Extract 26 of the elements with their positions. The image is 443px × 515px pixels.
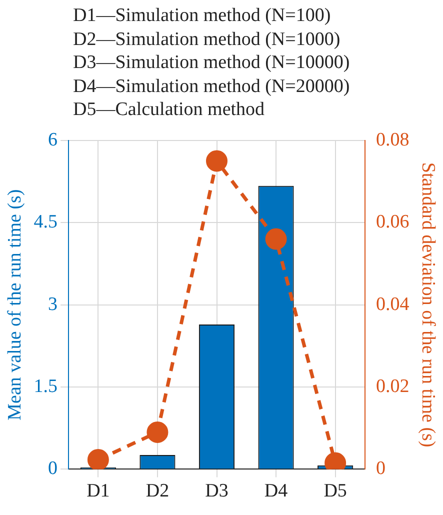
y2-tick-label: 0.04: [376, 294, 410, 315]
text: D2—Simulation method (N=1000): [73, 28, 342, 51]
y-tick-label: 0: [48, 458, 58, 480]
x-tick-label: D1: [86, 480, 110, 502]
x-tick-label: D4: [264, 480, 288, 502]
y-axis-title: Mean value of the run time (s): [4, 189, 26, 420]
y2-tick-label: 0.02: [376, 376, 410, 397]
y2-tick-label: 0.06: [376, 212, 410, 233]
point: [206, 150, 228, 172]
y-tick-label: 4.5: [34, 212, 58, 233]
point: [87, 448, 109, 470]
y-tick-label: 1.5: [34, 376, 58, 397]
text: D3—Simulation method (N=10000): [73, 51, 350, 74]
x-tick-label: D5: [324, 480, 347, 502]
point: [265, 228, 287, 250]
text: D1—Simulation method (N=100): [73, 4, 332, 28]
point: [146, 421, 168, 443]
y-tick-label: 3: [48, 294, 58, 315]
y2-axis-title: Standard deviation of the run time (s): [418, 162, 439, 448]
text: D4—Simulation method (N=20000): [73, 74, 350, 98]
y-tick-label: 6: [48, 129, 58, 150]
y2-tick-label: 0.08: [376, 129, 410, 150]
x-tick-label: D3: [205, 480, 228, 502]
text: D5—Calculation method: [73, 98, 266, 122]
y2-tick-label: 0: [376, 458, 386, 480]
x-tick-label: D2: [146, 480, 170, 502]
